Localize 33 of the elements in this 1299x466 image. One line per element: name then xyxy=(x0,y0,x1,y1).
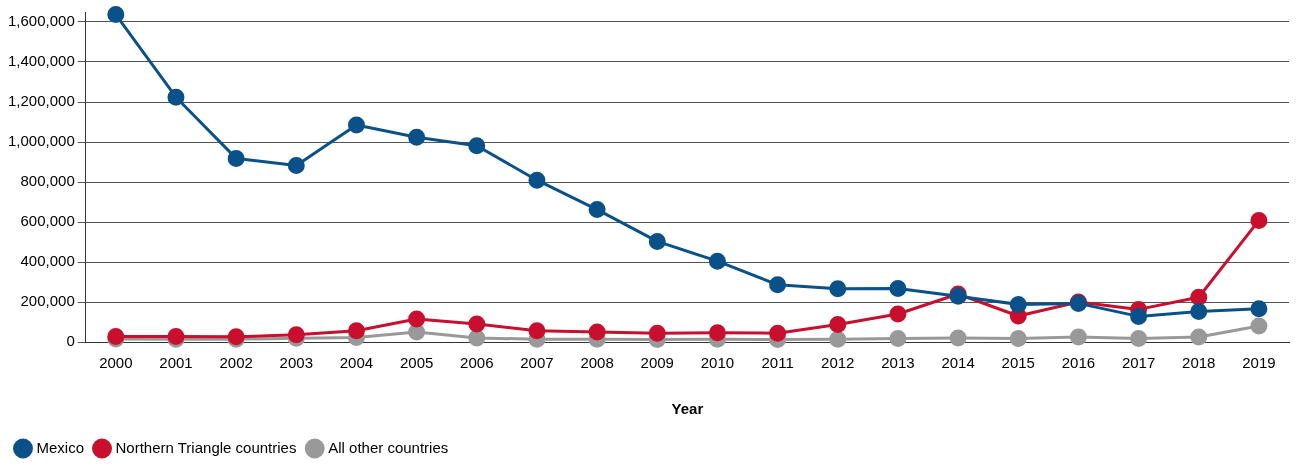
x-tick-label: 2015 xyxy=(1001,354,1035,372)
x-tick-label: 2009 xyxy=(640,354,674,372)
y-tick-label: 600,000 xyxy=(20,212,75,230)
x-tick-label: 2001 xyxy=(159,354,193,372)
y-tick-label: 1,000,000 xyxy=(8,132,75,150)
y-tick-label: 0 xyxy=(66,332,75,350)
legend-label: All other countries xyxy=(328,438,449,456)
x-tick-label: 2011 xyxy=(761,354,794,372)
x-tick-label: 2006 xyxy=(460,354,494,372)
x-tick-label: 2008 xyxy=(580,354,614,372)
x-tick-label: 2002 xyxy=(219,354,253,372)
y-tick-label: 800,000 xyxy=(20,172,75,190)
x-tick-label: 2018 xyxy=(1182,354,1216,372)
y-tick-label: 400,000 xyxy=(20,252,75,270)
x-tick-label: 2004 xyxy=(339,354,374,372)
x-tick-label: 2014 xyxy=(941,354,975,372)
x-tick-label: 2016 xyxy=(1061,354,1096,372)
x-tick-label: 2017 xyxy=(1121,354,1156,372)
x-tick-label: 2010 xyxy=(700,354,735,372)
y-tick-label: 200,000 xyxy=(20,292,75,310)
x-tick-label: 2007 xyxy=(520,354,554,372)
y-tick-label: 1,200,000 xyxy=(8,92,75,110)
legend-label: Mexico xyxy=(36,438,85,456)
x-tick-label: 2013 xyxy=(881,354,915,372)
x-tick-label: 2012 xyxy=(821,354,855,372)
y-tick-label: 1,400,000 xyxy=(8,52,75,70)
x-tick-label: 2000 xyxy=(99,354,133,372)
x-axis-title: Year xyxy=(671,400,704,418)
x-tick-label: 2003 xyxy=(279,354,313,372)
x-tick-label: 2005 xyxy=(399,354,434,372)
x-tick-label: 2019 xyxy=(1242,354,1276,372)
legend-label: Northern Triangle countries xyxy=(115,438,297,456)
y-tick-label: 1,600,000 xyxy=(8,12,75,30)
